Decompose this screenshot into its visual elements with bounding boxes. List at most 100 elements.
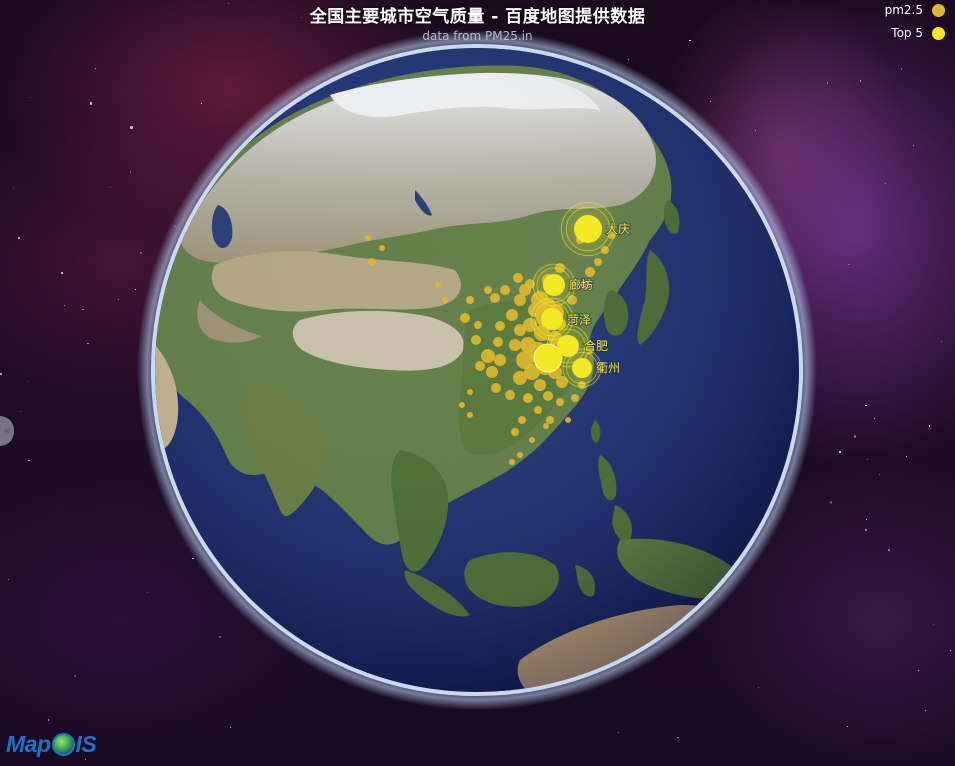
- star: [118, 298, 120, 300]
- pm25-point[interactable]: [543, 423, 549, 429]
- pm25-point[interactable]: [534, 379, 546, 391]
- star: [928, 425, 931, 427]
- pm25-point[interactable]: [543, 391, 553, 401]
- star: [146, 591, 149, 594]
- pm25-point[interactable]: [518, 416, 526, 424]
- pm25-point[interactable]: [517, 452, 523, 458]
- star: [941, 341, 943, 343]
- pm25-point[interactable]: [365, 235, 371, 241]
- pm25-point[interactable]: [505, 390, 515, 400]
- pm25-point[interactable]: [460, 313, 470, 323]
- globe-logo-icon: [51, 732, 75, 756]
- top5-marker-1[interactable]: [574, 215, 602, 243]
- star: [839, 451, 841, 453]
- star: [73, 674, 77, 678]
- star: [300, 16, 302, 18]
- pm25-point[interactable]: [594, 258, 602, 266]
- top5-ripple-ring: [560, 201, 616, 257]
- double-chevron-left-icon[interactable]: «: [0, 416, 14, 446]
- pm25-point[interactable]: [556, 398, 564, 406]
- star: [829, 501, 833, 504]
- pm25-point[interactable]: [486, 366, 498, 378]
- star: [20, 411, 22, 413]
- top5-marker-5[interactable]: [572, 358, 592, 378]
- pm25-point[interactable]: [509, 459, 515, 465]
- pm25-point[interactable]: [514, 294, 526, 306]
- pm25-point[interactable]: [580, 280, 590, 290]
- pm25-point[interactable]: [435, 282, 441, 288]
- legend-label-pm25: pm2.5: [884, 3, 923, 17]
- pm25-point[interactable]: [519, 284, 531, 296]
- star: [866, 458, 868, 460]
- star: [677, 736, 679, 739]
- pm25-point[interactable]: [493, 337, 503, 347]
- pm25-point[interactable]: [514, 324, 526, 336]
- star: [47, 719, 50, 721]
- pm25-point[interactable]: [571, 394, 579, 402]
- star: [757, 686, 760, 689]
- pm25-point[interactable]: [524, 364, 540, 380]
- star: [529, 18, 532, 20]
- pm25-point[interactable]: [442, 297, 448, 303]
- pm25-point[interactable]: [523, 393, 533, 403]
- pm25-point[interactable]: [467, 389, 473, 395]
- pm25-point[interactable]: [474, 321, 482, 329]
- top5-ripple-ring: [562, 348, 602, 388]
- pm25-point[interactable]: [379, 245, 385, 251]
- star: [219, 636, 221, 638]
- star: [8, 579, 10, 581]
- pm25-point[interactable]: [509, 339, 521, 351]
- pm25-point[interactable]: [534, 406, 542, 414]
- city-label: 大庆: [606, 222, 630, 236]
- star: [89, 102, 93, 105]
- legend-item-pm25[interactable]: pm2.5: [885, 3, 945, 17]
- star: [859, 80, 862, 82]
- pm25-point[interactable]: [490, 293, 500, 303]
- star: [873, 417, 875, 419]
- star: [709, 100, 711, 102]
- star: [201, 102, 203, 104]
- pm25-point[interactable]: [466, 296, 474, 304]
- star: [689, 39, 691, 42]
- pm25-point[interactable]: [511, 428, 519, 436]
- pm25-point[interactable]: [471, 335, 481, 345]
- star: [846, 726, 848, 728]
- top5-ripple-ring: [565, 206, 611, 252]
- pm25-point[interactable]: [368, 258, 376, 266]
- pm25-point[interactable]: [513, 371, 527, 385]
- pm25-point[interactable]: [529, 437, 535, 443]
- star: [85, 758, 87, 760]
- legend-item-top5[interactable]: Top 5: [891, 26, 945, 40]
- chart-title: 全国主要城市空气质量 - 百度地图提供数据: [309, 7, 646, 27]
- star: [129, 171, 132, 173]
- logo-text-suffix: IS: [75, 730, 97, 757]
- city-label: 衢州: [596, 361, 620, 375]
- top5-ripple-ring: [566, 352, 598, 384]
- pm25-point[interactable]: [500, 285, 510, 295]
- top5-marker-2[interactable]: [543, 274, 565, 296]
- pm25-point[interactable]: [459, 402, 465, 408]
- star: [227, 2, 229, 4]
- pm25-point[interactable]: [546, 416, 554, 424]
- pm25-point[interactable]: [495, 321, 505, 331]
- pm25-point[interactable]: [506, 309, 518, 321]
- star: [906, 456, 908, 458]
- pm25-point[interactable]: [467, 412, 473, 418]
- pm25-point[interactable]: [513, 273, 523, 283]
- pm25-point[interactable]: [491, 383, 501, 393]
- star: [912, 144, 914, 146]
- pm25-point[interactable]: [484, 286, 492, 294]
- star: [853, 435, 857, 438]
- city-label: 廊坊: [569, 277, 593, 292]
- star: [878, 474, 880, 476]
- star: [94, 67, 97, 70]
- pm25-point[interactable]: [585, 267, 595, 277]
- pm25-point[interactable]: [565, 417, 571, 423]
- star: [18, 237, 20, 239]
- star: [110, 186, 112, 188]
- pm25-point[interactable]: [475, 361, 485, 371]
- pm25-point[interactable]: [481, 349, 495, 363]
- pm25-point[interactable]: [494, 354, 506, 366]
